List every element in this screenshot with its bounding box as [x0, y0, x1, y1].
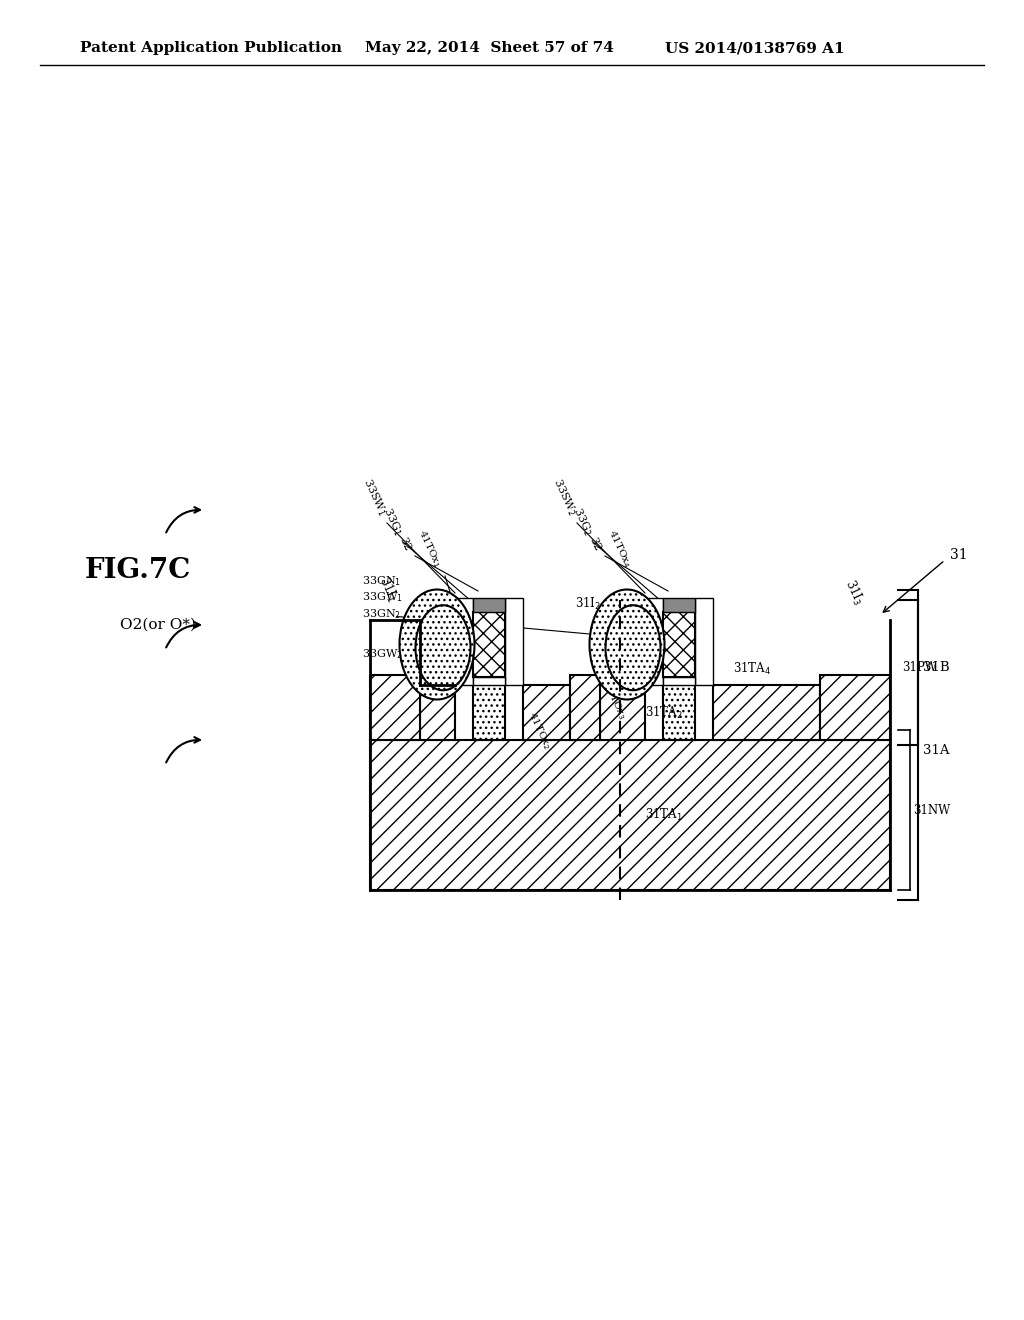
Bar — [370, 741, 890, 890]
Text: 31A: 31A — [923, 743, 949, 756]
Bar — [713, 685, 820, 741]
Bar — [523, 685, 570, 741]
Text: 41TOx$_2$: 41TOx$_2$ — [525, 710, 554, 752]
Text: 33G$_2$: 33G$_2$ — [570, 506, 595, 539]
Text: 41TOx$_1$: 41TOx$_1$ — [415, 528, 443, 570]
Bar — [695, 598, 713, 685]
Text: 31CH$_1$: 31CH$_1$ — [482, 632, 496, 669]
Bar — [370, 675, 420, 741]
Text: 31CH$_2$: 31CH$_2$ — [673, 632, 685, 669]
Text: 31TA$_2$: 31TA$_2$ — [645, 705, 683, 721]
Bar — [600, 685, 645, 741]
Text: 31PW: 31PW — [902, 661, 937, 675]
Bar — [523, 685, 570, 741]
Text: US 2014/0138769 A1: US 2014/0138769 A1 — [665, 41, 845, 55]
Text: 31TA$_1$: 31TA$_1$ — [645, 807, 683, 824]
Bar — [370, 675, 420, 741]
Bar — [663, 685, 695, 741]
Bar — [600, 685, 645, 741]
Text: 33GW$_2$: 33GW$_2$ — [362, 648, 402, 661]
Text: 31I$_1$: 31I$_1$ — [375, 574, 400, 605]
Text: Patent Application Publication: Patent Application Publication — [80, 41, 342, 55]
Text: FIG.7C: FIG.7C — [85, 557, 191, 583]
Text: 31I$_3$: 31I$_3$ — [841, 577, 866, 609]
Bar — [473, 612, 505, 677]
Bar — [505, 598, 523, 685]
Bar — [455, 598, 473, 685]
Text: 31I$_2$: 31I$_2$ — [575, 595, 601, 612]
Bar — [713, 685, 820, 741]
Text: 31NW: 31NW — [913, 804, 950, 817]
Bar — [473, 685, 505, 741]
Bar — [420, 685, 455, 741]
Text: 32: 32 — [397, 536, 412, 553]
Text: 41TOx$_3$: 41TOx$_3$ — [600, 680, 629, 722]
Text: 41TOx$_4$: 41TOx$_4$ — [605, 528, 634, 570]
Bar — [370, 741, 890, 890]
Bar — [820, 675, 890, 741]
Text: 33G$_1$: 33G$_1$ — [380, 506, 404, 539]
Bar — [663, 598, 695, 612]
Text: 32: 32 — [587, 536, 602, 553]
Bar — [473, 677, 505, 685]
Text: May 22, 2014  Sheet 57 of 74: May 22, 2014 Sheet 57 of 74 — [365, 41, 613, 55]
Ellipse shape — [590, 590, 665, 700]
Bar — [473, 598, 505, 612]
Bar — [663, 612, 695, 677]
Text: 31B: 31B — [923, 661, 949, 675]
Bar — [820, 675, 890, 741]
Ellipse shape — [399, 590, 474, 700]
Text: 33GN$_2$: 33GN$_2$ — [362, 607, 401, 622]
Text: 33GN$_1$
33GW$_1$: 33GN$_1$ 33GW$_1$ — [362, 574, 402, 605]
Bar — [570, 675, 600, 741]
Bar — [663, 677, 695, 685]
Text: 33SW$_2$: 33SW$_2$ — [550, 477, 580, 517]
Bar — [473, 685, 505, 741]
Text: O2(or O*): O2(or O*) — [120, 618, 196, 632]
Ellipse shape — [605, 606, 660, 690]
Text: 31: 31 — [950, 548, 968, 562]
Bar — [473, 612, 505, 677]
Text: 33SW$_1$: 33SW$_1$ — [360, 477, 389, 517]
Ellipse shape — [416, 606, 470, 690]
Bar — [645, 598, 663, 685]
Bar — [570, 675, 600, 741]
Text: 31TA$_4$: 31TA$_4$ — [733, 660, 771, 677]
Bar — [663, 612, 695, 677]
Text: 31TA$_3$: 31TA$_3$ — [645, 644, 683, 660]
Bar — [420, 685, 455, 741]
Bar — [663, 685, 695, 741]
